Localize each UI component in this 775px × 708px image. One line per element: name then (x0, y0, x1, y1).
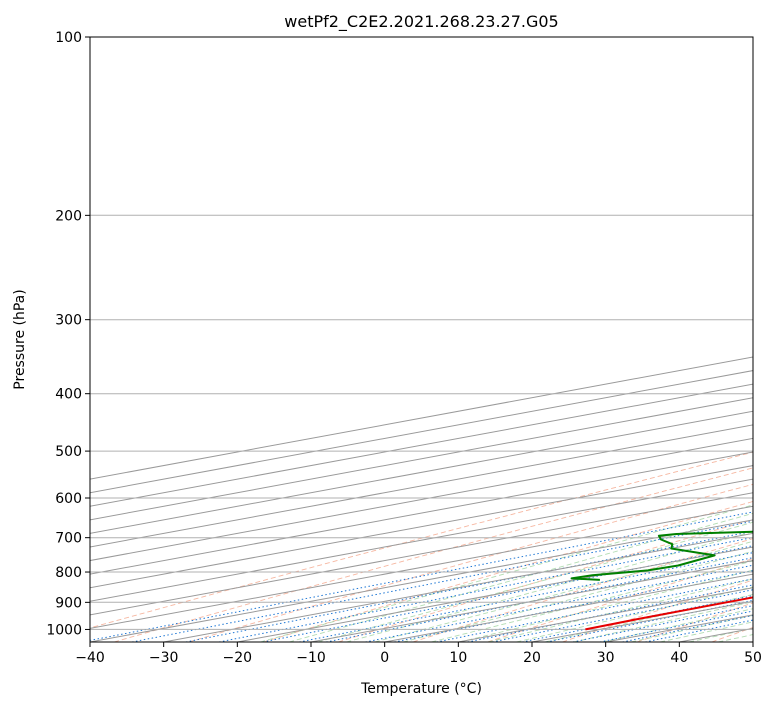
y-tick-label: 900 (55, 595, 82, 611)
x-tick-label: 50 (744, 650, 762, 666)
moist-adiabat-line (346, 531, 753, 642)
mixing-ratio-line (546, 599, 753, 642)
y-tick-label: 300 (55, 313, 82, 329)
x-axis-ticks: −40 −30 −20 −10 0 10 20 30 40 50 (75, 642, 762, 666)
dry-adiabat-line (90, 451, 753, 629)
chart-title: wetPf2_C2E2.2021.268.23.27.G05 (284, 12, 558, 32)
x-tick-label: −30 (149, 650, 179, 666)
dry-adiabat-line (263, 501, 753, 642)
isotherm-line (90, 465, 753, 589)
x-tick-label: 40 (670, 650, 688, 666)
y-axis-label: Pressure (hPa) (12, 289, 28, 389)
y-tick-label: 600 (55, 491, 82, 507)
isotherm-line (90, 478, 753, 602)
pressure-gridlines (90, 37, 753, 630)
x-tick-label: −40 (75, 650, 105, 666)
isotherm-line (90, 492, 753, 616)
mixing-ratio-line (599, 610, 753, 642)
isotherms (90, 356, 753, 642)
moist-adiabat-line (573, 601, 753, 642)
moist-adiabat-line (431, 560, 753, 642)
y-tick-label: 100 (55, 30, 82, 46)
x-tick-label: 20 (523, 650, 541, 666)
isotherm-line (163, 532, 753, 642)
plot-area: 0.10.20.40.611.52346810131620253036-100-… (90, 37, 753, 642)
dry-adiabats (90, 451, 753, 642)
dry-adiabat-line (412, 538, 753, 642)
mixing-ratio-line (131, 520, 753, 642)
x-tick-label: −10 (296, 650, 326, 666)
x-axis-label: Temperature (°C) (360, 681, 482, 697)
mixing-ratio-line (218, 536, 753, 642)
data-series (570, 530, 753, 631)
isotherm-line (90, 451, 753, 575)
isotherm-line (90, 437, 753, 562)
isotherm-line (90, 505, 753, 629)
y-tick-label: 400 (55, 387, 82, 403)
dry-adiabat-line (113, 467, 753, 642)
x-tick-label: 10 (449, 650, 467, 666)
mixing-ratio-line (622, 614, 753, 642)
x-tick-label: 0 (380, 650, 389, 666)
dry-adiabat-line (188, 483, 753, 642)
moist-adiabat-line (487, 578, 753, 642)
x-tick-label: −20 (223, 650, 253, 666)
isotherm-line (90, 519, 753, 642)
y-tick-label: 800 (55, 565, 82, 581)
mixing-ratio-line (299, 552, 753, 642)
y-tick-label: 200 (55, 208, 82, 224)
y-tick-label: 1000 (46, 622, 82, 638)
y-tick-label: 700 (55, 531, 82, 547)
mixing-ratio-line (262, 545, 753, 642)
moist-adiabat-line (288, 512, 753, 642)
y-tick-label: 500 (55, 444, 82, 460)
dewpoint-profile-line (570, 530, 753, 581)
moist-adiabat-line (374, 540, 753, 642)
plot-frame (89, 36, 754, 643)
dry-adiabat-line (338, 519, 753, 642)
x-tick-label: 30 (597, 650, 615, 666)
mixing-ratio-line (572, 605, 753, 642)
y-axis-ticks: 100 200 300 400 500 600 700 800 900 1000 (46, 30, 90, 638)
isotherm-line (90, 424, 753, 548)
